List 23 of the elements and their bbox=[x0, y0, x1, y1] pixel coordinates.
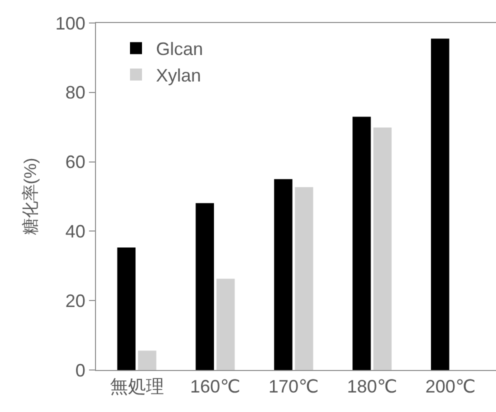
y-axis-title: 糖化率(%) bbox=[20, 158, 40, 236]
y-tick-label: 20 bbox=[65, 290, 86, 311]
bar bbox=[138, 350, 156, 370]
bar bbox=[352, 116, 371, 370]
bar bbox=[196, 203, 214, 370]
x-tick-label: 160℃ bbox=[190, 376, 240, 397]
legend-label: Xylan bbox=[156, 66, 202, 86]
bar bbox=[216, 278, 235, 370]
x-tick-label: 200℃ bbox=[425, 376, 476, 397]
y-tick-label: 0 bbox=[75, 360, 86, 380]
bar bbox=[274, 179, 292, 370]
x-tick-label: 180℃ bbox=[346, 376, 398, 397]
bar bbox=[430, 38, 450, 370]
bar bbox=[294, 187, 314, 370]
x-tick-label: 無処理 bbox=[110, 376, 164, 397]
y-tick-label: 60 bbox=[65, 152, 86, 172]
bar bbox=[117, 248, 136, 370]
bar bbox=[373, 127, 392, 370]
legend-label: Glcan bbox=[156, 39, 204, 60]
y-tick-label: 80 bbox=[65, 82, 86, 103]
y-tick-label: 40 bbox=[65, 222, 86, 242]
x-tick-label: 170℃ bbox=[268, 376, 319, 397]
y-tick-label: 100 bbox=[55, 13, 86, 34]
